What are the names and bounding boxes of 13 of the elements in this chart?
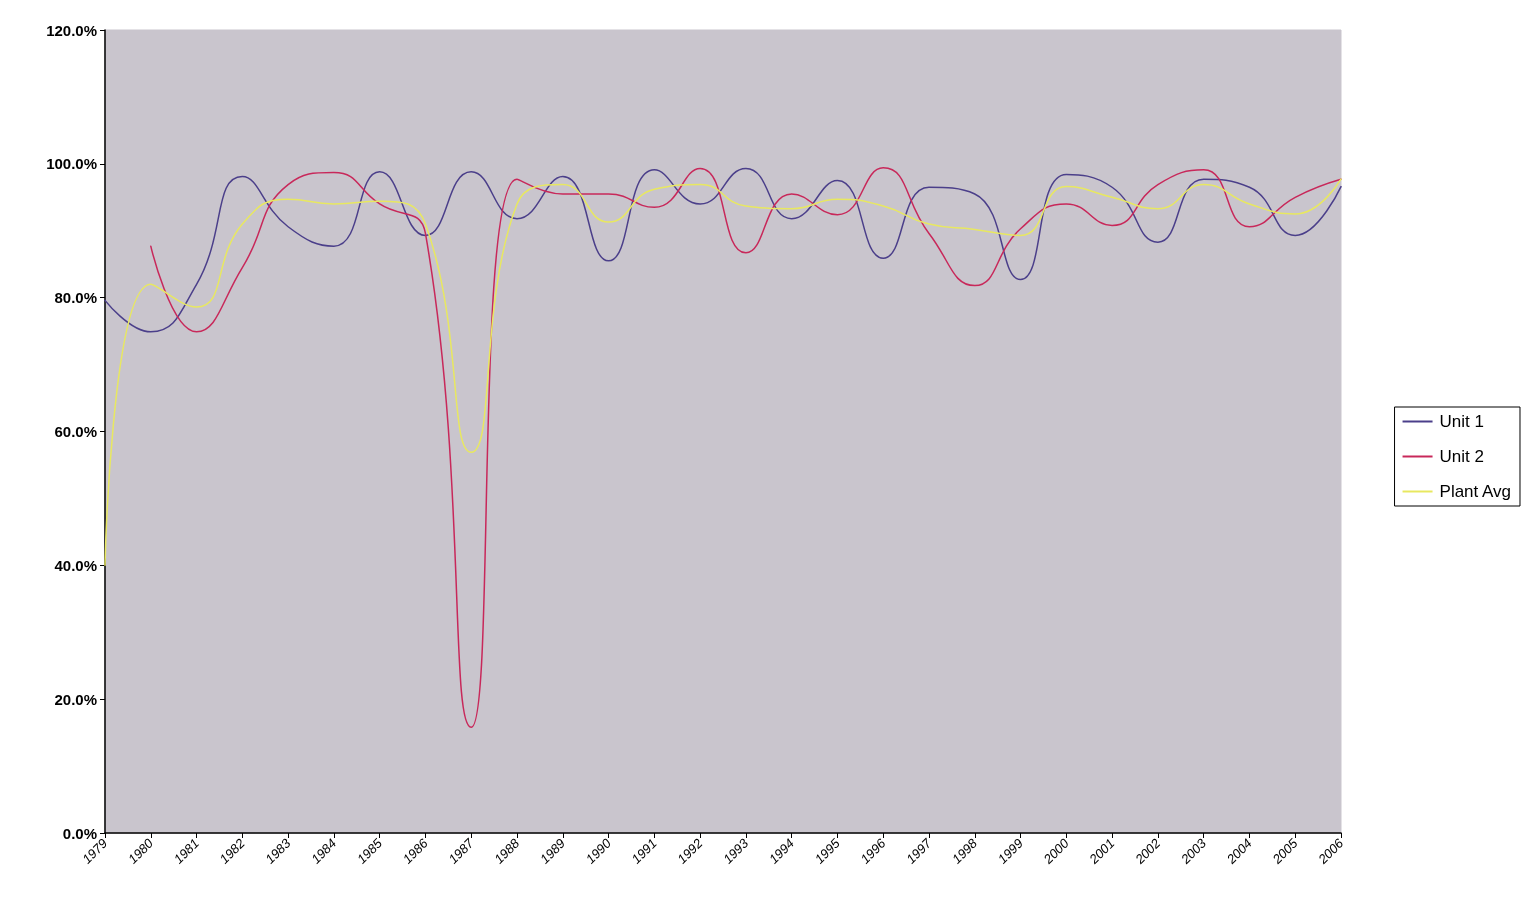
y-tick-label: 20.0% (54, 690, 97, 708)
legend-label: Unit 2 (1439, 447, 1484, 466)
y-tick-label: 80.0% (54, 289, 97, 307)
y-tick-label: 40.0% (54, 556, 97, 574)
legend-label: Unit 1 (1439, 412, 1484, 431)
y-tick-label: 0.0% (62, 824, 97, 842)
y-tick-label: 120.0% (46, 21, 97, 39)
line-series (104, 167, 1342, 333)
y-tick-label: 60.0% (54, 423, 97, 440)
line-series (104, 178, 1342, 567)
line-series (150, 167, 1342, 729)
y-tick-label: 100.0% (46, 155, 97, 173)
legend-label: Plant Avg (1439, 482, 1512, 501)
